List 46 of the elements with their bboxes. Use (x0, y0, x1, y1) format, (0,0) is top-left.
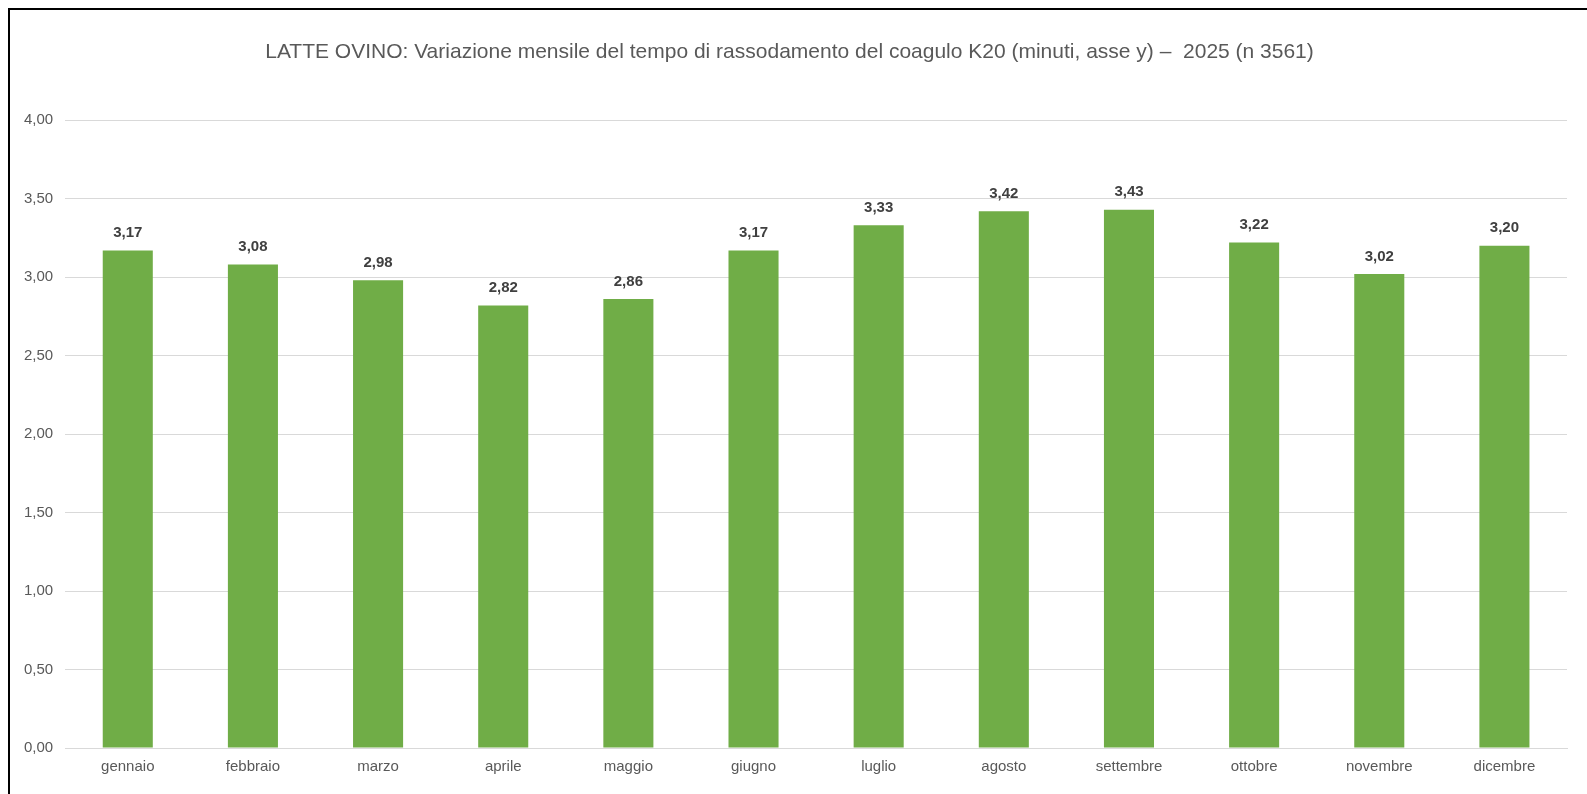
x-tick-label: luglio (861, 757, 897, 775)
data-label: 3,33 (864, 198, 894, 215)
x-tick-label: giugno (731, 757, 777, 775)
y-tick-label: 4,00 (23, 110, 54, 128)
bar (102, 250, 153, 748)
x-tick-label: febbraio (225, 757, 281, 775)
data-label: 2,98 (363, 252, 393, 270)
data-label: 3,22 (1239, 215, 1269, 233)
y-tick-label: 3,50 (23, 188, 54, 206)
y-tick-label: 1,50 (23, 502, 54, 520)
data-label: 3,20 (1489, 218, 1520, 236)
y-tick-label: 3,00 (23, 267, 54, 285)
bar (1479, 245, 1530, 748)
x-tick-label: settembre (1095, 757, 1163, 775)
x-tick-label: novembre (1345, 757, 1413, 775)
data-label: 3,43 (1114, 182, 1144, 200)
y-tick-label: 2,00 (23, 424, 54, 442)
data-label: 3,42 (989, 183, 1019, 201)
bar (353, 280, 404, 748)
data-label: 3,02 (1364, 246, 1394, 264)
x-tick-label: dicembre (1473, 757, 1536, 775)
bar (1103, 209, 1154, 748)
y-tick-label: 0,00 (23, 738, 54, 756)
bar (478, 305, 529, 748)
x-tick-label: gennaio (101, 757, 155, 775)
x-tick-label: agosto (981, 757, 1027, 775)
chart-title: LATTE OVINO: Variazione mensile del tempo di rassodamento del coagulo K20 (minuti, asse y) – 2025 (n 3561) (265, 39, 1314, 63)
x-tick-label: marzo (357, 757, 399, 775)
data-label: 3,17 (738, 223, 769, 241)
data-label: 3,17 (113, 223, 143, 241)
y-tick-label: 2,50 (23, 345, 54, 363)
data-label: 2,82 (488, 278, 518, 296)
bar (1354, 274, 1405, 748)
y-tick-label: 1,00 (23, 581, 54, 599)
x-tick-label: aprile (484, 757, 522, 775)
x-tick-label: ottobre (1230, 757, 1278, 775)
data-label: 2,86 (613, 271, 643, 289)
data-label: 3,08 (238, 237, 268, 255)
y-tick-label: 0,50 (23, 659, 54, 677)
bar (728, 250, 779, 748)
x-tick-label: maggio (603, 757, 653, 775)
bar (603, 299, 654, 748)
bar (1229, 242, 1280, 748)
bar (227, 264, 278, 748)
bar (978, 211, 1029, 748)
bar (853, 225, 904, 748)
